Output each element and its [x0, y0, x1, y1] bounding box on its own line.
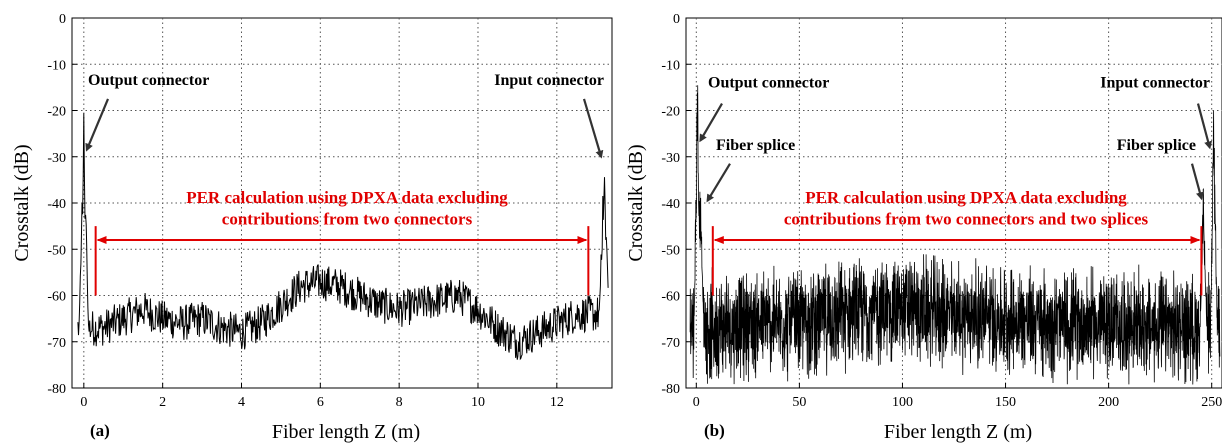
- input-connector-label: Input connector: [494, 72, 604, 89]
- x-tick-label: 250: [1201, 395, 1222, 410]
- x-tick-label: 8: [396, 395, 403, 410]
- y-tick-label: -20: [47, 105, 66, 120]
- y-tick-label: -10: [661, 58, 680, 73]
- series-line: [77, 113, 609, 361]
- input-connector-arrow: [582, 98, 604, 159]
- x-tick-label: 150: [995, 395, 1016, 410]
- chart-panel-a: 0 -10 -20 -30 -40 -50 -60 -70 -80 0 2 4 6 8 10 12 PER ca…: [11, 12, 613, 443]
- x-tick-label: 200: [1098, 395, 1119, 410]
- x-tick-label: 4: [238, 395, 245, 410]
- y-tick-label: -30: [47, 151, 66, 166]
- y-tick-label: -30: [661, 151, 680, 166]
- y-tick-label: -60: [47, 290, 66, 305]
- series-line: [689, 85, 1221, 385]
- input-connector-label: Input connector: [1100, 74, 1210, 91]
- input-connector-arrow: [1196, 103, 1213, 150]
- y-tick-label: -10: [47, 58, 66, 73]
- y-tick-label: 0: [59, 12, 66, 27]
- x-tick-label: 10: [471, 395, 485, 410]
- output-connector-arrow: [699, 103, 723, 143]
- per-annotation-line1: PER calculation using DPXA data excludin…: [805, 188, 1127, 207]
- y-tick-label: -40: [47, 197, 66, 212]
- y-tick-label: -80: [661, 382, 680, 397]
- x-axis-label: Fiber length Z (m): [884, 421, 1032, 443]
- y-axis-label: Crosstalk (dB): [11, 144, 33, 261]
- x-axis-label: Fiber length Z (m): [272, 421, 420, 443]
- y-tick-label: -50: [661, 243, 680, 258]
- panel-label: (b): [704, 421, 725, 440]
- output-connector-label: Output connector: [708, 74, 829, 91]
- y-tick-label: -70: [47, 336, 66, 351]
- x-tick-label: 50: [792, 395, 806, 410]
- y-tick-label: -70: [661, 336, 680, 351]
- y-tick-label: -50: [47, 243, 66, 258]
- output-connector-label: Output connector: [88, 72, 209, 89]
- y-tick-label: -20: [661, 105, 680, 120]
- panel-label: (a): [90, 421, 110, 440]
- fiber-splice-left-arrow: [706, 163, 731, 203]
- output-connector-arrow: [85, 98, 110, 152]
- y-tick-label: -80: [47, 382, 66, 397]
- y-axis-label: Crosstalk (dB): [625, 144, 647, 261]
- x-tick-label: 2: [159, 395, 166, 410]
- per-annotation-line2: contributions from two connectors: [222, 209, 473, 228]
- fiber-splice-right-label: Fiber splice: [1117, 137, 1196, 154]
- y-tick-label: 0: [673, 12, 680, 27]
- chart-panel-b: 0 -10 -20 -30 -40 -50 -60 -70 -80 0 50 100 150 200 250…: [625, 12, 1222, 443]
- y-tick-label: -60: [661, 290, 680, 305]
- x-tick-label: 0: [693, 395, 700, 410]
- fiber-splice-left-label: Fiber splice: [716, 137, 795, 154]
- per-annotation-line2: contributions from two connectors and tw…: [784, 209, 1149, 228]
- y-tick-label: -40: [661, 197, 680, 212]
- x-tick-label: 6: [317, 395, 324, 410]
- per-annotation-line1: PER calculation using DPXA data excludin…: [186, 188, 508, 207]
- x-tick-label: 100: [892, 395, 913, 410]
- x-tick-label: 12: [550, 395, 564, 410]
- fiber-splice-right-arrow: [1190, 163, 1204, 201]
- x-tick-label: 0: [80, 395, 87, 410]
